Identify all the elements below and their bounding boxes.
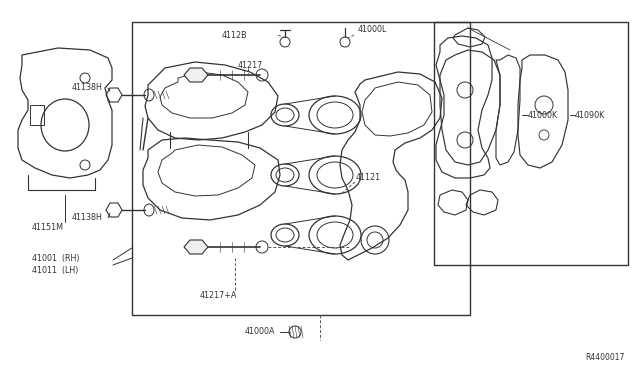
Text: R4400017: R4400017 <box>586 353 625 362</box>
Text: 41121: 41121 <box>356 173 381 183</box>
Text: 41090K: 41090K <box>575 110 605 119</box>
Text: 41011  (LH): 41011 (LH) <box>32 266 78 276</box>
Text: 41217: 41217 <box>238 61 263 70</box>
Text: 41001  (RH): 41001 (RH) <box>32 253 79 263</box>
Polygon shape <box>184 240 208 254</box>
Text: 41000A: 41000A <box>245 327 275 337</box>
Text: 41000K: 41000K <box>528 110 558 119</box>
Text: 41217+A: 41217+A <box>200 291 237 299</box>
Text: 41000L: 41000L <box>358 26 387 35</box>
Text: 41138H: 41138H <box>72 214 103 222</box>
Text: 4112B: 4112B <box>222 31 248 39</box>
Text: 41138H: 41138H <box>72 83 103 93</box>
Polygon shape <box>184 68 208 82</box>
Text: 41151M: 41151M <box>32 224 64 232</box>
